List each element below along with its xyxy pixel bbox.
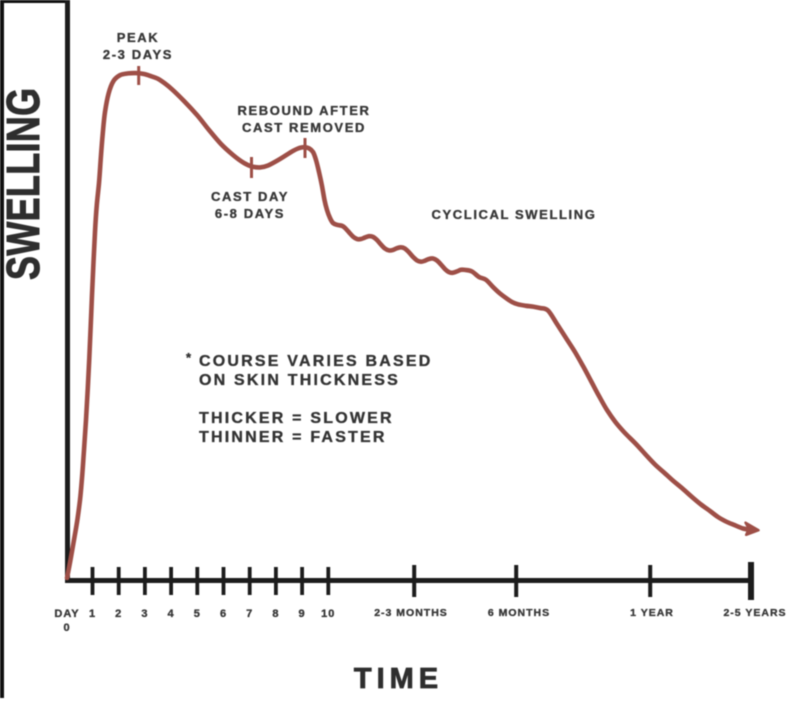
svg-text:2-5 YEARS: 2-5 YEARS <box>723 607 786 619</box>
svg-text:COURSE VARIES BASED: COURSE VARIES BASED <box>199 353 433 370</box>
svg-text:8: 8 <box>272 608 279 620</box>
svg-text:9: 9 <box>299 608 306 620</box>
svg-text:ON SKIN THICKNESS: ON SKIN THICKNESS <box>199 372 400 389</box>
svg-text:2-3 MONTHS: 2-3 MONTHS <box>374 607 448 619</box>
svg-text:2: 2 <box>115 608 122 620</box>
svg-text:1 YEAR: 1 YEAR <box>630 607 674 619</box>
svg-text:TIME: TIME <box>354 663 443 695</box>
svg-text:6: 6 <box>220 608 227 620</box>
svg-text:SWELLING: SWELLING <box>0 88 49 280</box>
svg-text:THINNER = FASTER: THINNER = FASTER <box>199 429 387 446</box>
svg-text:4: 4 <box>168 608 175 620</box>
svg-text:6-8 DAYS: 6-8 DAYS <box>215 206 285 221</box>
svg-text:1: 1 <box>89 608 96 620</box>
svg-text:REBOUND AFTER: REBOUND AFTER <box>238 103 371 118</box>
svg-text:THICKER = SLOWER: THICKER = SLOWER <box>199 410 394 427</box>
svg-text:PEAK: PEAK <box>117 30 160 45</box>
svg-text:3: 3 <box>141 608 148 620</box>
svg-text:10: 10 <box>321 608 335 620</box>
svg-text:CAST DAY: CAST DAY <box>211 189 289 204</box>
svg-text:*: * <box>186 350 192 365</box>
svg-text:0: 0 <box>63 622 70 634</box>
svg-text:6 MONTHS: 6 MONTHS <box>488 607 550 619</box>
svg-text:DAY: DAY <box>54 608 79 620</box>
svg-text:CAST REMOVED: CAST REMOVED <box>242 120 366 135</box>
svg-text:CYCLICAL SWELLING: CYCLICAL SWELLING <box>432 207 597 222</box>
svg-text:2-3 DAYS: 2-3 DAYS <box>103 47 173 62</box>
svg-text:7: 7 <box>246 608 253 620</box>
svg-text:5: 5 <box>194 608 201 620</box>
